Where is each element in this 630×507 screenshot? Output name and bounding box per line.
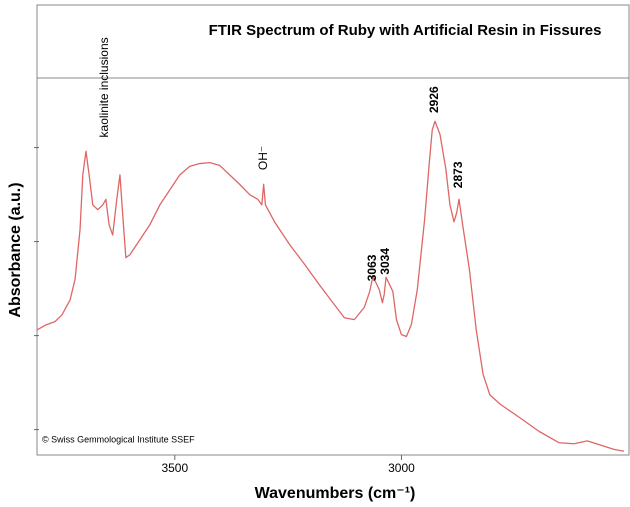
peak-annotation: kaolinite inclusions xyxy=(97,37,111,137)
x-tick-label: 3500 xyxy=(161,461,188,475)
spectrum-line xyxy=(36,120,625,452)
frame xyxy=(36,4,630,456)
y-axis-label: Absorbance (a.u.) xyxy=(7,182,24,317)
peak-annotation: 3034 xyxy=(378,248,392,275)
chart-title: FTIR Spectrum of Ruby with Artificial Re… xyxy=(209,22,602,39)
x-tick-label: 3000 xyxy=(388,461,415,475)
peak-annotation: 3063 xyxy=(365,254,379,281)
x-axis-label: Wavenumbers (cm⁻¹) xyxy=(255,485,416,502)
peak-annotation: OH⁻ xyxy=(256,146,270,170)
peak-annotation: 2873 xyxy=(451,161,465,188)
credit: © Swiss Gemmological Institute SSEF xyxy=(42,434,195,444)
peak-annotation: 2926 xyxy=(427,86,441,113)
